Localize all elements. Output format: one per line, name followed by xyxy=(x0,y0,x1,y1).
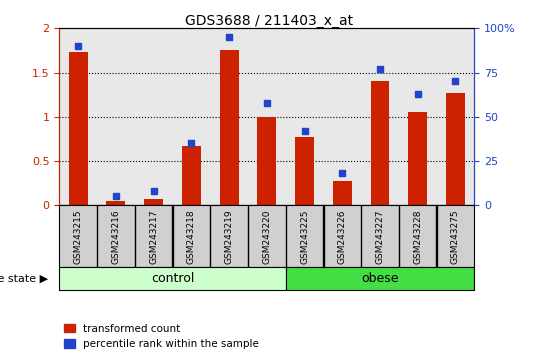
Bar xyxy=(69,52,87,205)
Text: GSM243216: GSM243216 xyxy=(112,209,120,264)
Bar xyxy=(333,181,351,205)
Text: GSM243275: GSM243275 xyxy=(451,209,460,264)
Text: disease state ▶: disease state ▶ xyxy=(0,274,49,284)
Point xyxy=(187,141,196,146)
Bar xyxy=(107,201,125,205)
Text: GSM243217: GSM243217 xyxy=(149,209,158,264)
Text: GSM243220: GSM243220 xyxy=(262,209,271,263)
Text: GSM243225: GSM243225 xyxy=(300,209,309,263)
Point xyxy=(451,79,460,84)
Point xyxy=(112,194,120,199)
Text: GSM243215: GSM243215 xyxy=(74,209,82,264)
Text: GSM243226: GSM243226 xyxy=(338,209,347,263)
Point xyxy=(262,100,271,105)
Bar xyxy=(182,146,201,205)
Text: GSM243219: GSM243219 xyxy=(225,209,233,264)
Bar xyxy=(409,113,427,205)
Bar xyxy=(144,199,163,205)
Bar xyxy=(371,81,389,205)
Text: GDS3688 / 211403_x_at: GDS3688 / 211403_x_at xyxy=(185,14,354,28)
Text: GSM243228: GSM243228 xyxy=(413,209,422,263)
Text: GSM243218: GSM243218 xyxy=(187,209,196,264)
Point xyxy=(149,188,158,194)
Point xyxy=(376,66,384,72)
Bar xyxy=(295,137,314,205)
Bar xyxy=(257,117,276,205)
Point xyxy=(300,128,309,134)
Text: GSM243227: GSM243227 xyxy=(376,209,384,263)
Legend: transformed count, percentile rank within the sample: transformed count, percentile rank withi… xyxy=(65,324,259,349)
Bar xyxy=(220,51,238,205)
Point xyxy=(225,34,233,40)
Text: obese: obese xyxy=(361,272,399,285)
Text: control: control xyxy=(151,272,194,285)
Point xyxy=(413,91,422,97)
Bar xyxy=(446,93,465,205)
Point xyxy=(338,171,347,176)
Point xyxy=(74,43,82,49)
